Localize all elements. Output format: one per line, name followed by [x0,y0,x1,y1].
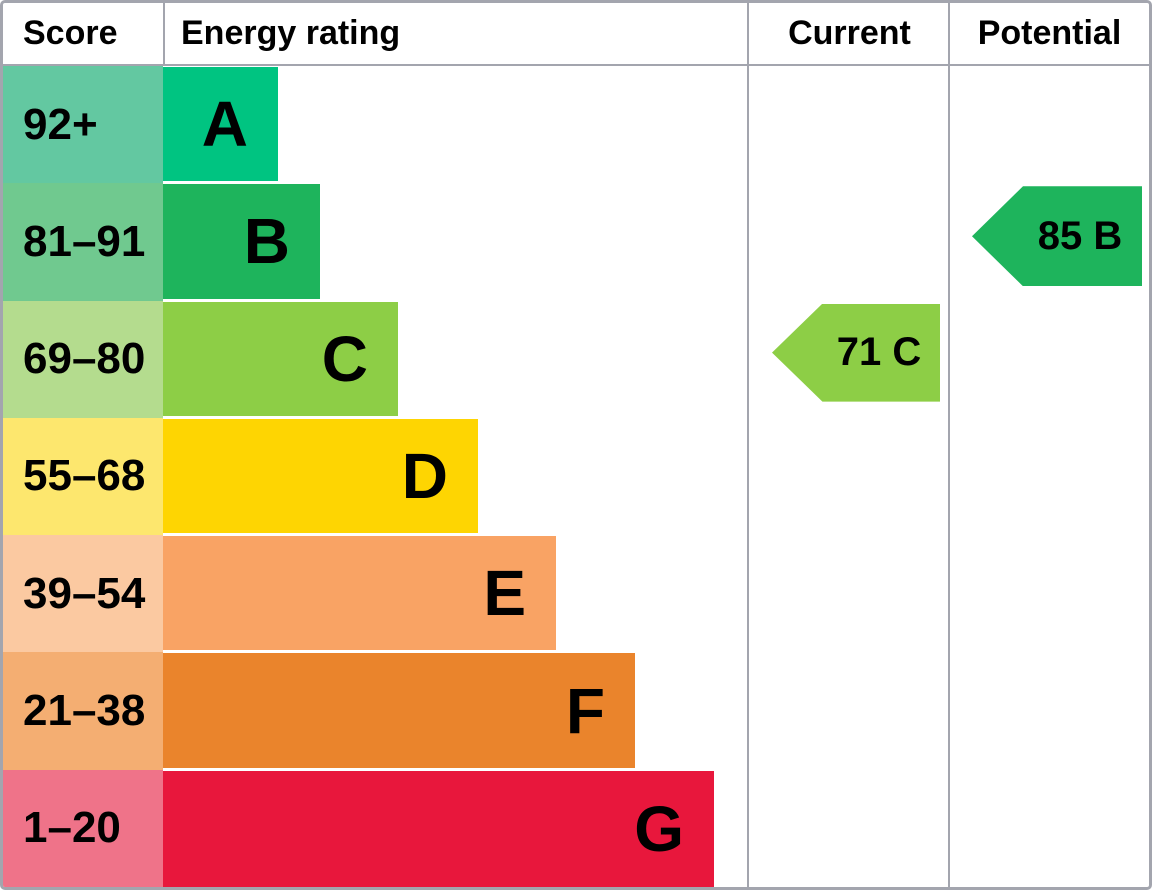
band-bar-e: E [163,535,556,653]
score-range-label: 69–80 [3,300,163,418]
band-bar-b: B [163,183,320,301]
band-bar-a: A [163,66,278,184]
band-row-a: 92+ A [3,66,1149,184]
current-column-header: Current [788,14,911,52]
band-row-d: 55–68 D [3,417,1149,536]
score-range-label: 21–38 [3,652,163,770]
score-range-label: 1–20 [3,769,163,887]
score-range-label: 55–68 [3,417,163,536]
band-letter: C [321,322,368,395]
band-bar-c: C [163,300,398,418]
band-rows: 92+ A 81–91 B 69–80 C 55–68 D 39–54 E 21… [3,66,1149,887]
band-letter: G [634,792,684,865]
band-bar-f: F [163,652,635,770]
band-row-c: 69–80 C [3,300,1149,418]
current-rating-value: 71 C [836,330,922,375]
energy-rating-column-header: Energy rating [181,14,401,52]
band-letter: A [201,88,248,161]
band-row-g: 1–20 G [3,769,1149,887]
band-letter: B [243,205,290,278]
chart-header: Score Energy rating Current Potential [3,3,1149,66]
score-column-header: Score [23,14,118,52]
band-letter: D [401,439,448,512]
potential-column-divider [948,3,950,887]
band-letter: F [565,674,605,747]
band-letter: E [483,557,526,630]
score-range-label: 39–54 [3,535,163,653]
band-bar-g: G [163,769,714,887]
potential-column-header: Potential [977,14,1122,52]
band-bar-d: D [163,417,478,536]
potential-rating-value: 85 B [1037,213,1123,258]
band-row-e: 39–54 E [3,535,1149,653]
current-column-divider [747,3,749,887]
header-divider [163,3,165,64]
score-range-label: 81–91 [3,183,163,301]
band-row-b: 81–91 B [3,183,1149,301]
score-range-label: 92+ [3,66,163,184]
band-row-f: 21–38 F [3,652,1149,770]
